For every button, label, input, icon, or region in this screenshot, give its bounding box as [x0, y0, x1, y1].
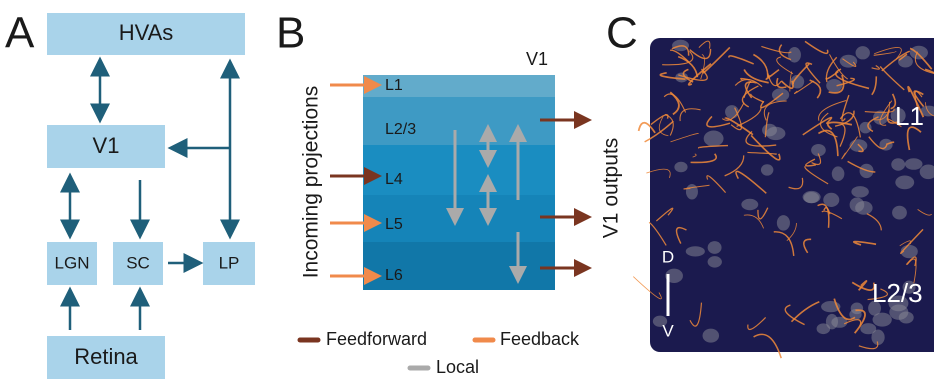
panel-b: B V1 L1 L2/3 L4 L5 L6 Incoming projectio…: [276, 9, 623, 377]
nucleus: [817, 323, 831, 334]
nucleus: [788, 47, 801, 63]
nucleus: [704, 131, 724, 147]
nucleus: [910, 46, 928, 60]
axis-label: D: [662, 247, 674, 266]
nucleus: [891, 158, 905, 170]
legend: Feedforward Feedback Local: [300, 329, 580, 377]
arrows: [70, 64, 230, 330]
nucleus: [703, 329, 720, 343]
layer-label: L2/3: [385, 121, 416, 138]
nucleus: [895, 175, 914, 189]
node-label: LGN: [55, 253, 90, 272]
nucleus: [856, 46, 870, 59]
node-label: V1: [93, 133, 120, 158]
nucleus: [674, 162, 687, 172]
nucleus: [840, 55, 857, 68]
nucleus: [686, 184, 698, 199]
layer-label: L4: [385, 171, 403, 188]
figure: A HVAs V1 LGN SC LP Retina B V1 L1 L2/3 …: [0, 0, 934, 379]
layer-label: L5: [385, 216, 403, 233]
nucleus: [761, 164, 773, 175]
node-label: LP: [219, 253, 240, 272]
incoming-label: Incoming projections: [300, 86, 323, 279]
nucleus: [832, 166, 845, 181]
nucleus: [741, 199, 758, 210]
nucleus: [708, 256, 722, 267]
axis-label: V: [662, 321, 674, 340]
nucleus: [905, 158, 923, 170]
nucleus: [892, 206, 907, 220]
legend-label: Local: [436, 357, 479, 377]
legend-label: Feedforward: [326, 329, 427, 349]
nucleus: [873, 313, 892, 327]
node-label: Retina: [74, 344, 138, 369]
nucleus: [762, 124, 777, 137]
nucleus: [859, 122, 871, 133]
nucleus: [708, 241, 722, 254]
legend-label: Feedback: [500, 329, 580, 349]
panel-label: C: [606, 9, 638, 58]
nucleus: [855, 201, 872, 215]
layer-label: L2/3: [872, 278, 923, 308]
layer-label: L1: [895, 101, 924, 131]
layer-label: L6: [385, 267, 403, 284]
node-label: SC: [126, 253, 150, 272]
nucleus: [851, 186, 869, 197]
panel-c: C L1 L2/3 D V: [606, 9, 934, 358]
panel-label: B: [276, 9, 305, 58]
layer-label: L1: [385, 77, 403, 94]
nucleus: [686, 246, 705, 256]
panel-a: A HVAs V1 LGN SC LP Retina: [5, 9, 255, 379]
panel-label: A: [5, 9, 35, 58]
node-label: HVAs: [119, 20, 174, 45]
nucleus: [803, 191, 821, 203]
outputs-label: V1 outputs: [600, 138, 623, 238]
nucleus: [777, 215, 790, 231]
column-title: V1: [526, 49, 548, 69]
